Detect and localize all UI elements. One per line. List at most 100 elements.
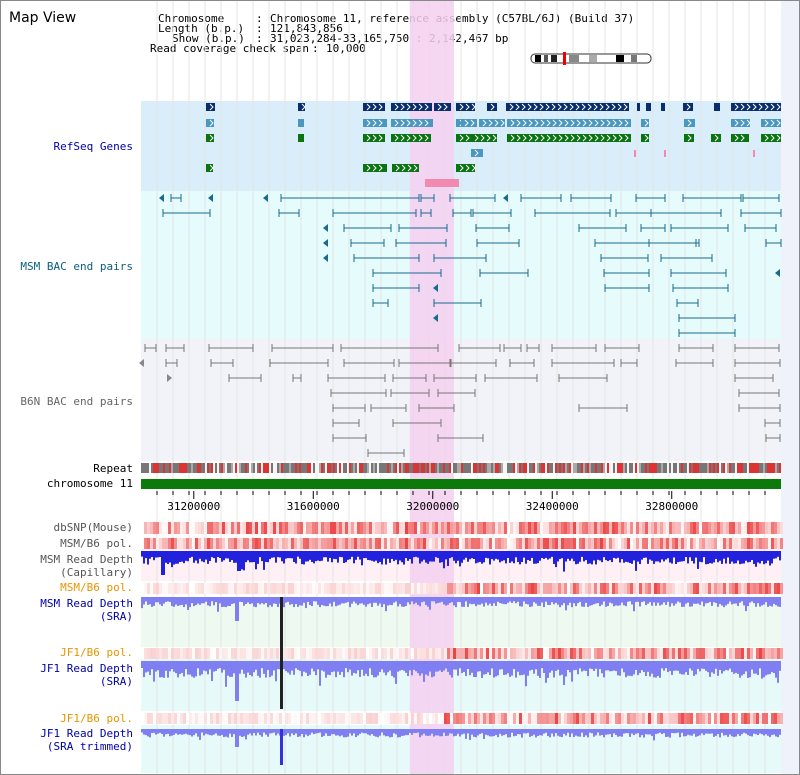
heat-cell: [687, 648, 690, 659]
heat-cell: [762, 522, 765, 534]
depth-bar: [305, 551, 307, 562]
ideogram-band: [569, 55, 579, 62]
heat-cell: [708, 538, 711, 549]
depth-bar: [589, 729, 591, 733]
heat-cell: [546, 522, 549, 534]
depth-bar: [681, 597, 683, 607]
repeat-segment: [223, 463, 225, 473]
depth-bar: [209, 597, 211, 607]
repeat-segment: [233, 463, 235, 473]
repeat-segment: [225, 463, 227, 473]
repeat-segment: [549, 463, 551, 473]
heat-cell: [468, 538, 471, 549]
depth-bar: [601, 729, 603, 735]
heat-cell: [345, 522, 348, 534]
heat-cell: [777, 583, 780, 594]
depth-bar: [711, 729, 713, 734]
depth-bar: [559, 551, 561, 560]
depth-bar: [499, 597, 501, 604]
heat-cell: [216, 713, 219, 724]
depth-bar: [373, 661, 375, 678]
depth-bar: [355, 551, 357, 560]
heat-cell: [471, 713, 474, 724]
repeat-segment: [587, 463, 589, 473]
depth-bar: [547, 729, 549, 737]
depth-bar: [557, 551, 559, 562]
depth-bar: [299, 729, 301, 737]
heat-cell: [690, 713, 693, 724]
heat-cell: [432, 538, 435, 549]
repeat-segment: [369, 463, 371, 473]
heat-cell: [642, 538, 645, 549]
depth-bar: [295, 597, 297, 605]
heat-cell: [609, 538, 612, 549]
repeat-segment: [347, 463, 349, 473]
gene-strand-arrow: [588, 134, 593, 142]
depth-bar: [737, 661, 739, 674]
repeat-segment: [437, 463, 439, 473]
heat-cell: [657, 538, 660, 549]
heat-cell: [579, 522, 582, 534]
depth-bar: [699, 597, 701, 605]
depth-bar: [227, 597, 229, 606]
depth-bar: [501, 661, 503, 670]
heat-cell: [519, 713, 522, 724]
gene-strand-arrow: [618, 119, 623, 127]
depth-bar: [409, 597, 411, 605]
heat-cell: [183, 538, 186, 549]
heat-cell: [525, 538, 528, 549]
gene-strand-arrow: [412, 103, 417, 111]
depth-bar: [527, 661, 529, 676]
gene-strand-arrow: [764, 119, 769, 127]
repeat-segment: [405, 463, 407, 473]
depth-bar: [661, 729, 663, 735]
repeat-segment: [761, 463, 763, 473]
heat-cell: [555, 713, 558, 724]
depth-bar: [181, 729, 183, 735]
depth-bar: [615, 551, 617, 559]
depth-bar: [677, 729, 679, 733]
heat-cell: [246, 713, 249, 724]
depth-bar: [213, 551, 215, 559]
heat-cell: [384, 522, 387, 534]
depth-bar: [777, 551, 779, 557]
heat-cell: [618, 522, 621, 534]
depth-bar: [663, 729, 665, 734]
depth-bar: [637, 661, 639, 676]
coverage-colon: :: [312, 42, 319, 55]
depth-bar: [531, 597, 533, 607]
depth-bar: [669, 729, 671, 738]
gene-strand-arrow: [776, 134, 781, 142]
heat-cell: [210, 713, 213, 724]
heat-cell: [522, 583, 525, 594]
depth-bar: [725, 661, 727, 671]
depth-bar: [217, 729, 219, 736]
heat-cell: [204, 538, 207, 549]
depth-bar: [705, 551, 707, 565]
depth-bar: [399, 597, 401, 605]
depth-bar: [449, 551, 451, 559]
repeat-segment: [543, 463, 545, 473]
depth-bar: [575, 551, 577, 565]
heat-cell: [162, 522, 165, 534]
depth-bar: [469, 597, 471, 604]
depth-bar: [593, 729, 595, 737]
heat-cell: [666, 583, 669, 594]
depth-bar: [629, 729, 631, 737]
heat-cell: [165, 713, 168, 724]
heat-cell: [429, 522, 432, 534]
depth-bar: [327, 551, 329, 562]
heat-cell: [510, 648, 513, 659]
gene-strand-arrow: [465, 134, 470, 142]
repeat-segment: [331, 463, 333, 473]
gene-block: [206, 119, 214, 127]
gene-strand-arrow: [714, 134, 719, 142]
depth-bar: [193, 551, 195, 563]
repeat-segment: [181, 463, 183, 473]
gene-strand-arrow: [412, 134, 417, 142]
heat-cell: [519, 538, 522, 549]
heat-cell: [231, 583, 234, 594]
heat-cell: [675, 583, 678, 594]
heat-cell: [423, 648, 426, 659]
